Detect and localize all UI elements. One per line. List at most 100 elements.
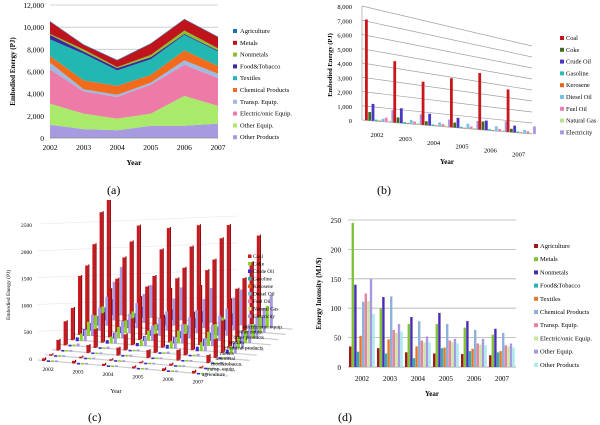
bar-coke: [207, 331, 210, 346]
legend-label: Textiles: [540, 296, 561, 303]
bar-coal-side: [112, 358, 114, 360]
x-tick-label: 2005: [133, 375, 144, 381]
bar-coal: [506, 89, 510, 132]
bar-coal-side: [126, 333, 128, 350]
legend-label: Other Products: [540, 362, 580, 369]
bar-coke: [215, 362, 219, 365]
bar-coal-side: [132, 240, 134, 321]
bar-coke: [51, 360, 54, 362]
bar-coal-side: [185, 266, 187, 332]
bar-coal: [205, 270, 209, 340]
legend-label: Electric/onic Equip.: [540, 335, 592, 342]
bar-other-equip-: [453, 338, 457, 367]
bar-coal: [162, 368, 165, 371]
bar-coal: [116, 347, 120, 356]
depth-label: textiles: [229, 340, 244, 346]
bar-natural-gas: [416, 123, 420, 125]
bar-coal-side: [192, 245, 194, 326]
bar-coal: [85, 265, 89, 330]
bar-electricity: [182, 365, 186, 367]
legend-label: Coal: [566, 35, 578, 42]
bar-other-products: [484, 345, 487, 367]
bar-electricity: [151, 325, 154, 341]
bar-electricity: [145, 367, 148, 370]
depth-label: other products: [234, 335, 264, 341]
legend-label: Nonmetals: [240, 52, 269, 59]
bar-coke: [251, 323, 255, 339]
bar-other-products: [428, 342, 431, 367]
y-tick-label: 12,000: [23, 1, 44, 10]
y-tick-label: 50: [334, 335, 342, 343]
bar-natural-gas: [388, 120, 391, 123]
gridline: [361, 48, 533, 80]
bar-other-equip-: [397, 324, 401, 367]
depth-label: nonmetal: [216, 356, 236, 362]
bar-electricity: [196, 353, 200, 357]
x-axis-label: Year: [425, 390, 439, 398]
legend-label: Nonmetals: [540, 269, 569, 276]
bar-gasoline: [459, 126, 463, 129]
bar-coal: [478, 73, 482, 130]
bar-coal: [129, 241, 133, 322]
bar-electricity: [188, 317, 192, 339]
legend-label: Food&Tobacco: [540, 283, 580, 290]
bar-electricity: [122, 360, 126, 362]
bar-coal-side: [169, 227, 171, 319]
bar-kerosene: [434, 125, 438, 127]
bar-crude-oil: [165, 344, 169, 349]
caption-a: (a): [107, 183, 121, 197]
bar-coal: [365, 19, 368, 121]
bar-crude-oil: [211, 362, 215, 365]
legend-label: Agriculture: [540, 243, 570, 250]
bar-coal-side: [66, 320, 68, 345]
x-tick-label: 2007: [193, 380, 204, 386]
legend-swatch: [560, 47, 564, 52]
bar-coal-side: [125, 256, 127, 327]
bar-coal: [106, 200, 110, 315]
legend-label: Coke: [253, 262, 265, 268]
bar-electric-onic-equip-: [507, 346, 510, 367]
bar-coal-side: [139, 224, 141, 316]
legend-label: Metals: [240, 40, 258, 47]
legend-swatch: [233, 88, 237, 92]
bar-electricity: [233, 342, 237, 354]
legend-swatch: [233, 135, 237, 140]
legend-label: Gasoline: [253, 277, 272, 283]
bar-coal-side: [102, 211, 104, 319]
bar-coal: [86, 345, 90, 354]
bar-coal-side: [119, 346, 121, 355]
y-tick-label: 4,000: [27, 90, 44, 99]
bar-crude-oil: [513, 125, 517, 133]
bar-electricity: [135, 303, 139, 329]
bar-coal: [198, 286, 201, 345]
bar-coke: [102, 347, 106, 349]
bar-electricity: [112, 281, 116, 321]
bar-coke: [185, 359, 189, 362]
depth-label: agriculture: [202, 372, 226, 378]
bar-coke: [453, 122, 457, 128]
bar-agriculture: [349, 346, 352, 367]
bar-diesel-oil: [523, 129, 526, 134]
bar-crude-oil: [174, 365, 178, 367]
bar-coal: [70, 308, 74, 341]
y-tick-label: 0: [40, 134, 44, 143]
bar-electricity: [205, 372, 208, 375]
bar-electricity: [159, 357, 163, 360]
bar-other-products: [372, 314, 375, 367]
legend-swatch: [233, 29, 237, 33]
bar-electricity: [173, 337, 177, 349]
legend-swatch: [560, 118, 564, 123]
gridline: [361, 5, 533, 47]
bar-crude-oil: [61, 349, 65, 352]
bar-coal-side: [238, 287, 240, 342]
legend-swatch: [248, 277, 252, 281]
bar-coal-side: [223, 319, 225, 352]
bar-coal: [42, 358, 45, 361]
x-tick-label: 2006: [484, 148, 498, 155]
bar-coke: [154, 324, 158, 336]
bar-metals: [491, 334, 494, 367]
bar-coal: [189, 246, 193, 327]
legend-label: Textiles: [240, 75, 261, 82]
legend-swatch: [534, 336, 538, 341]
bar-coal-side: [163, 314, 165, 347]
